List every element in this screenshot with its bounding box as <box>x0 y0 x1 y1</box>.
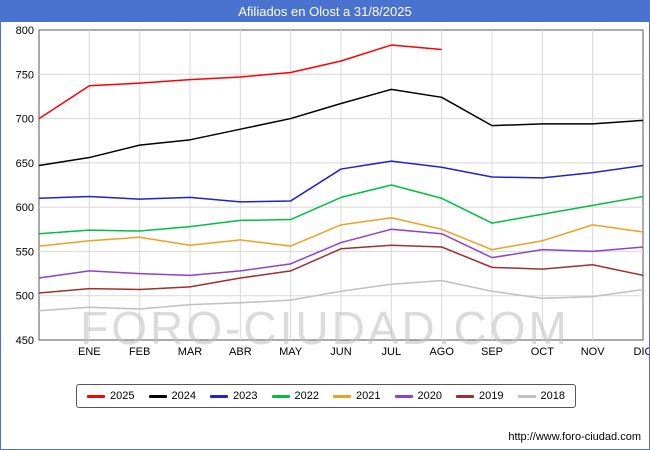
legend-item-2023: 2023 <box>210 390 257 402</box>
footer-url[interactable]: http://www.foro-ciudad.com <box>508 431 641 443</box>
svg-text:ENE: ENE <box>78 346 101 358</box>
legend-label: 2019 <box>479 390 504 402</box>
svg-text:FEB: FEB <box>129 346 150 358</box>
svg-text:500: 500 <box>16 291 34 303</box>
legend-swatch <box>394 394 413 398</box>
svg-text:OCT: OCT <box>531 346 555 358</box>
legend-label: 2025 <box>110 390 135 402</box>
legend-label: 2023 <box>233 390 258 402</box>
legend-item-2021: 2021 <box>333 390 380 402</box>
svg-text:AGO: AGO <box>429 346 454 358</box>
svg-text:MAR: MAR <box>178 346 203 358</box>
svg-text:JUL: JUL <box>382 346 402 358</box>
svg-text:DIC: DIC <box>634 346 650 358</box>
legend-label: 2020 <box>417 390 442 402</box>
svg-text:550: 550 <box>16 246 34 258</box>
legend: 2025 2024 2023 2022 2021 2020 2019 2018 <box>76 384 576 408</box>
legend-swatch <box>87 394 105 398</box>
chart-svg: 450 500 550 600 650 700 750 800 ENE FEB MAR ABR MAY J… <box>16 25 650 358</box>
legend-label: 2022 <box>294 390 319 402</box>
svg-text:450: 450 <box>16 335 34 347</box>
legend-item-2019: 2019 <box>456 390 503 402</box>
legend-swatch <box>148 394 167 398</box>
svg-text:ABR: ABR <box>229 346 252 358</box>
svg-text:700: 700 <box>16 114 34 126</box>
svg-text:SEP: SEP <box>481 346 503 358</box>
legend-item-2024: 2024 <box>148 390 196 402</box>
page-title: Afiliados en Olost a 31/8/2025 <box>238 4 412 19</box>
svg-text:MAY: MAY <box>279 346 303 358</box>
legend-item-2020: 2020 <box>394 390 442 402</box>
legend-label: 2024 <box>171 390 196 402</box>
legend-swatch <box>333 394 351 398</box>
legend-item-2025: 2025 <box>87 390 134 402</box>
legend-item-2018: 2018 <box>517 390 565 402</box>
line-chart: 450 500 550 600 650 700 750 800 ENE FEB MAR ABR MAY J… <box>1 22 650 374</box>
svg-text:NOV: NOV <box>581 346 606 358</box>
legend-swatch <box>456 394 474 398</box>
svg-text:650: 650 <box>16 158 34 170</box>
legend-label: 2021 <box>356 390 381 402</box>
footer: http://www.foro-ciudad.com <box>508 431 641 443</box>
svg-text:800: 800 <box>16 25 34 37</box>
svg-text:600: 600 <box>16 202 34 214</box>
svg-text:JUN: JUN <box>330 346 351 358</box>
legend-label: 2018 <box>540 390 565 402</box>
title-bar: Afiliados en Olost a 31/8/2025 <box>1 1 649 22</box>
legend-swatch <box>517 394 536 398</box>
svg-text:750: 750 <box>16 69 34 81</box>
legend-swatch <box>210 394 228 398</box>
legend-item-2022: 2022 <box>271 390 319 402</box>
legend-swatch <box>271 394 290 398</box>
